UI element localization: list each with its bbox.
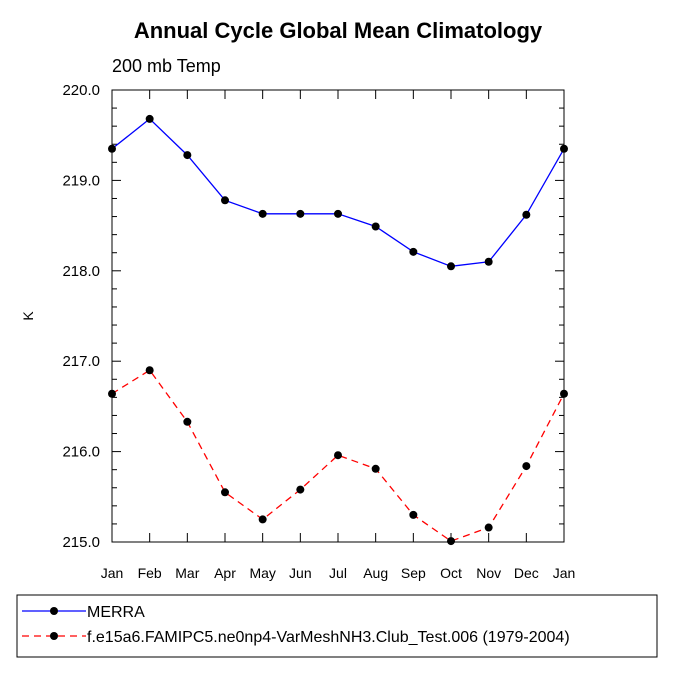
y-tick-label: 219.0 bbox=[62, 172, 100, 189]
series-1-point bbox=[183, 151, 192, 160]
x-tick-label: Oct bbox=[440, 565, 462, 581]
chart-subtitle: 200 mb Temp bbox=[112, 56, 221, 76]
series-1-point bbox=[522, 210, 531, 219]
chart-title: Annual Cycle Global Mean Climatology bbox=[134, 18, 543, 43]
series-2-point bbox=[522, 462, 531, 471]
series-2-point bbox=[334, 451, 342, 460]
plot-frame bbox=[111, 89, 565, 543]
y-tick-label: 217.0 bbox=[62, 353, 100, 370]
y-tick-labels: 215.0 216.0 217.0 218.0 219.0 220.0 bbox=[62, 82, 100, 551]
series-1-point bbox=[145, 114, 154, 123]
y-tick-label: 216.0 bbox=[62, 444, 100, 461]
series-2-point bbox=[221, 488, 229, 497]
y-tick-label: 220.0 bbox=[62, 82, 100, 99]
series-2-point bbox=[409, 510, 418, 519]
x-tick-label: Jan bbox=[553, 565, 576, 581]
minor-ticks bbox=[112, 107, 564, 525]
series-1-point bbox=[484, 257, 493, 266]
legend-label-2: f.e15a6.FAMIPC5.ne0np4-VarMeshNH3.Club_T… bbox=[87, 629, 570, 646]
series-1-point bbox=[296, 209, 305, 218]
legend-box bbox=[16, 594, 658, 658]
x-tick-label: Jun bbox=[289, 565, 312, 581]
series-1-point bbox=[447, 262, 455, 271]
series-2-point bbox=[183, 417, 192, 426]
series-2-point bbox=[447, 537, 455, 546]
x-tick-label: Feb bbox=[138, 565, 162, 581]
series-layer bbox=[108, 114, 568, 546]
series-1-point bbox=[409, 247, 418, 256]
legend: MERRA f.e15a6.FAMIPC5.ne0np4-VarMeshNH3.C… bbox=[16, 594, 658, 658]
series-1-point bbox=[334, 209, 342, 218]
series-2-point bbox=[371, 464, 380, 473]
legend-label-1: MERRA bbox=[87, 604, 145, 621]
series-2-point bbox=[258, 515, 267, 524]
major-ticks bbox=[111, 89, 565, 543]
x-tick-label: Sep bbox=[401, 565, 426, 581]
x-tick-labels: Jan Feb Mar Apr May Jun Jul Aug Sep Oct Nov Dec Jan bbox=[101, 565, 576, 581]
y-axis-label: K bbox=[20, 311, 36, 321]
x-tick-label: Aug bbox=[363, 565, 388, 581]
series-2-point bbox=[296, 485, 305, 494]
legend-marker-1 bbox=[50, 607, 58, 615]
x-tick-label: Jul bbox=[329, 565, 347, 581]
x-tick-label: Dec bbox=[514, 565, 539, 581]
x-tick-label: Mar bbox=[175, 565, 199, 581]
series-line-1 bbox=[111, 118, 565, 267]
x-tick-label: Jan bbox=[101, 565, 124, 581]
series-2-point bbox=[145, 366, 154, 375]
series-1-point bbox=[371, 222, 380, 231]
legend-marker-2 bbox=[50, 632, 58, 640]
x-tick-label: Nov bbox=[476, 565, 501, 581]
y-tick-label: 215.0 bbox=[62, 534, 100, 551]
series-2-point bbox=[484, 523, 493, 532]
x-tick-label: Apr bbox=[214, 565, 236, 581]
series-1-point bbox=[221, 196, 229, 205]
y-tick-label: 218.0 bbox=[62, 263, 100, 280]
x-tick-label: May bbox=[249, 565, 275, 581]
series-1-point bbox=[258, 209, 267, 218]
